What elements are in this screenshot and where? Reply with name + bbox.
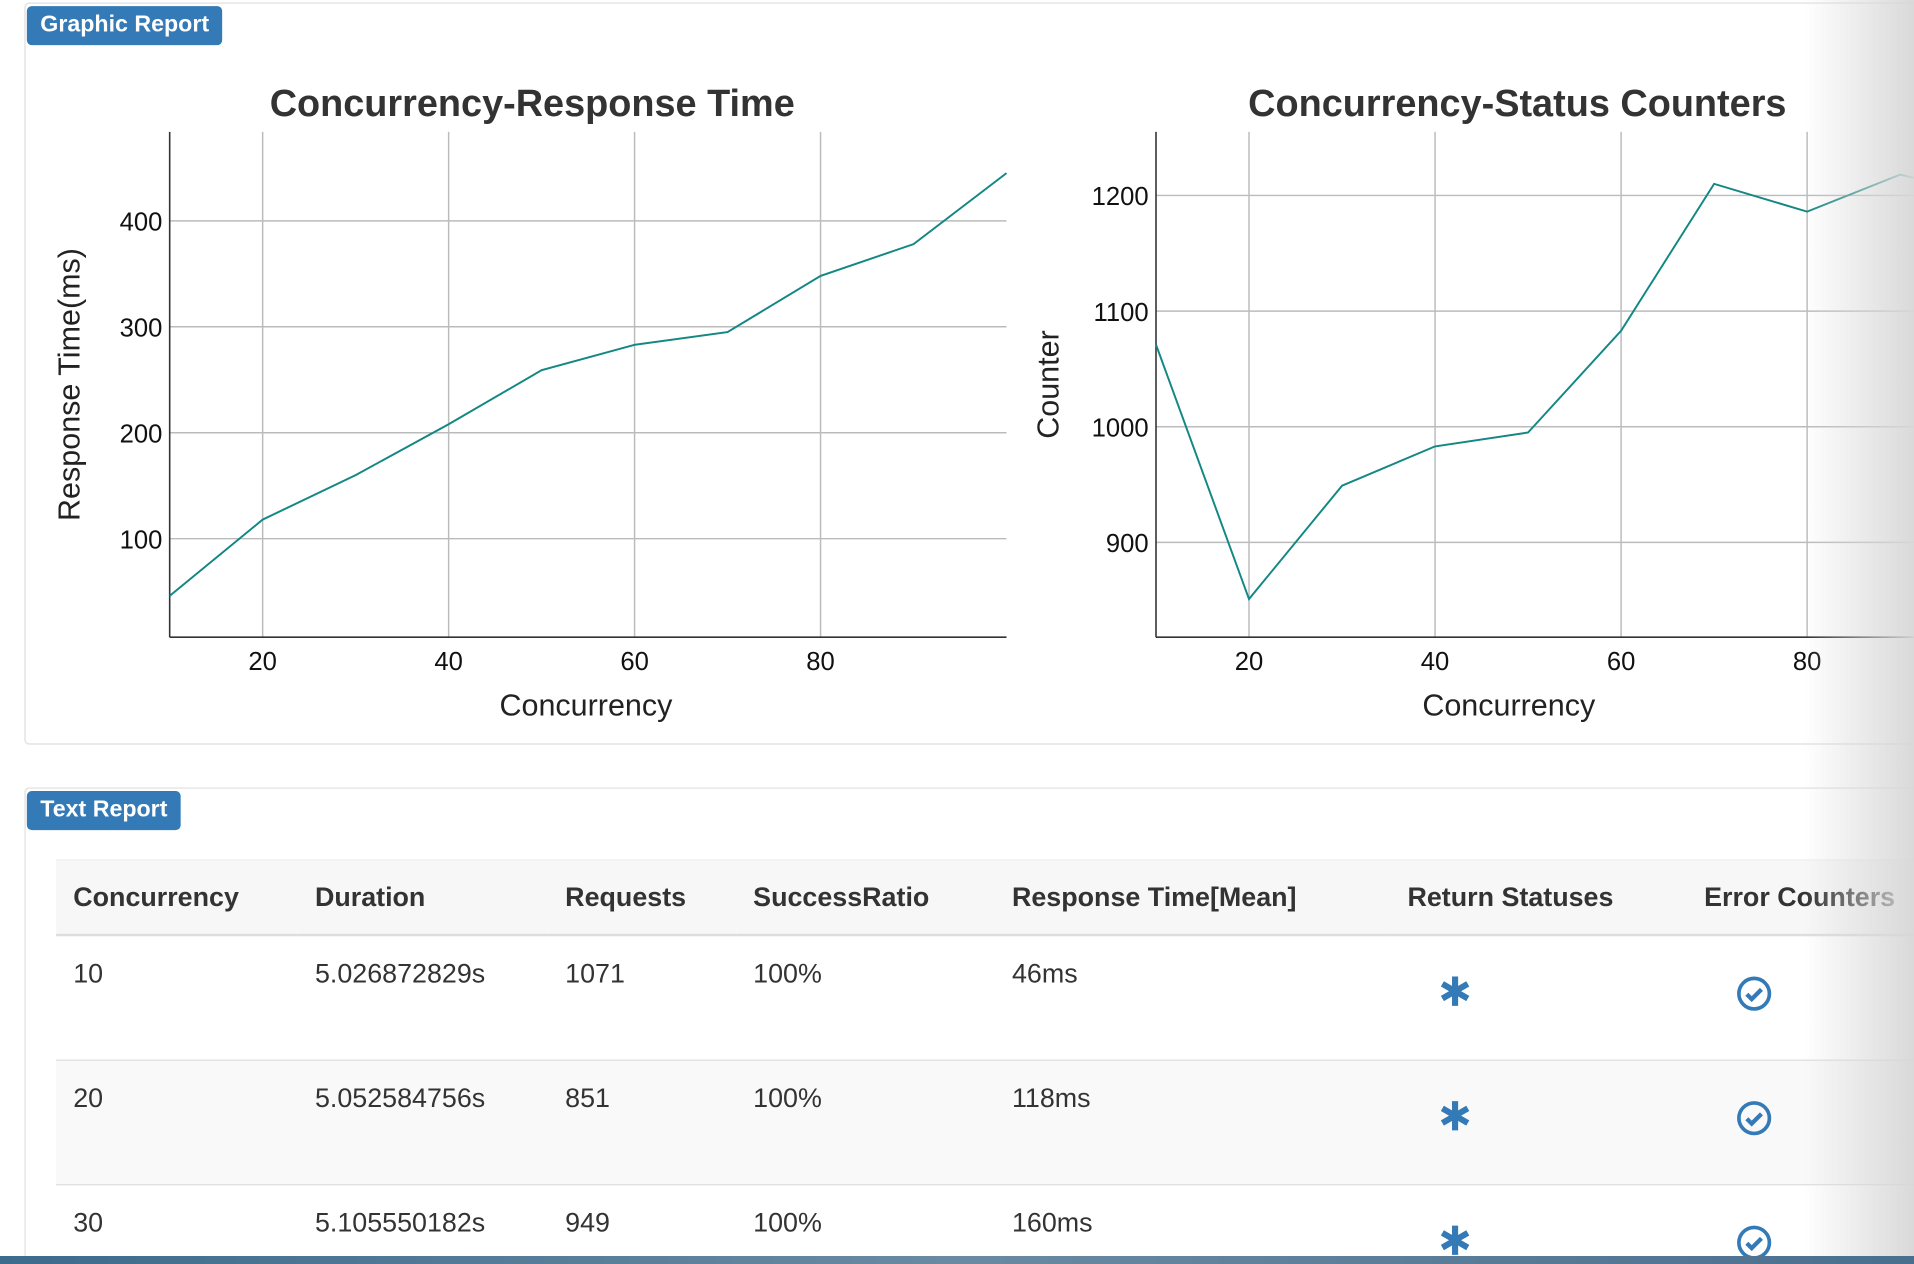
text-report-label: Text Report [26, 791, 181, 831]
check-circle-icon[interactable] [1736, 975, 1773, 1012]
table-row: 30 5.105550182s 949 100% 160ms [56, 1184, 1914, 1264]
cell-return-statuses [1390, 1059, 1688, 1185]
chart-title-status-counters: Concurrency-Status Counters [1248, 81, 1787, 125]
table-row: 20 5.052584756s 851 100% 118ms [56, 1059, 1914, 1185]
cell-mean: 118ms [994, 1059, 1391, 1185]
check-circle-icon[interactable] [1736, 1099, 1773, 1136]
col-concurrency: Concurrency [56, 859, 298, 937]
cell-success: 100% [736, 1059, 995, 1185]
y-tick-label: 1200 [1092, 183, 1149, 211]
y-axis-label: Counter [1031, 330, 1065, 439]
cell-requests: 851 [548, 1059, 737, 1185]
x-tick-label: 20 [1235, 648, 1264, 676]
check-circle-icon[interactable] [1736, 1224, 1773, 1261]
cell-concurrency: 20 [56, 1059, 298, 1185]
col-error-counters: Error Counters [1687, 859, 1914, 937]
y-tick-label: 1100 [1094, 299, 1149, 327]
chart-title-response-time: Concurrency-Response Time [269, 81, 795, 125]
cell-error-counters [1687, 1184, 1914, 1264]
cell-success: 100% [736, 1184, 995, 1264]
y-tick-label: 200 [120, 420, 163, 448]
series-line [1155, 173, 1914, 601]
x-tick-label: 80 [1793, 648, 1822, 676]
y-tick-label: 300 [120, 315, 163, 343]
cell-concurrency: 10 [56, 935, 298, 1061]
x-axis-label: Concurrency [1422, 688, 1596, 722]
x-axis-label: Concurrency [499, 688, 673, 722]
asterisk-icon[interactable] [1439, 1224, 1471, 1256]
asterisk-icon[interactable] [1439, 1099, 1471, 1131]
cell-error-counters [1687, 1059, 1914, 1185]
y-tick-label: 400 [120, 209, 163, 237]
cell-error-counters [1687, 935, 1914, 1061]
cell-duration: 5.026872829s [297, 935, 549, 1061]
os-dock-strip [0, 1256, 1914, 1264]
cell-return-statuses [1390, 1184, 1688, 1264]
x-tick-label: 20 [248, 648, 277, 676]
col-duration: Duration [297, 859, 549, 937]
series-line [169, 172, 1008, 597]
x-tick-label: 60 [620, 648, 649, 676]
x-tick-label: 60 [1607, 648, 1636, 676]
cell-requests: 1071 [548, 935, 737, 1061]
col-response-time-mean: Response Time[Mean] [994, 859, 1391, 937]
cell-duration: 5.052584756s [297, 1059, 549, 1185]
x-tick-label: 80 [806, 648, 835, 676]
col-success-ratio: SuccessRatio [736, 859, 995, 937]
table-row: 10 5.026872829s 1071 100% 46ms [56, 935, 1914, 1061]
asterisk-icon[interactable] [1439, 975, 1471, 1007]
y-axis-label: Response Time(ms) [52, 248, 86, 521]
graphic-report-label: Graphic Report [26, 6, 223, 46]
cell-mean: 160ms [994, 1184, 1391, 1264]
text-report-panel: Text Report Concurrency Duration Request… [24, 787, 1914, 1264]
col-return-statuses: Return Statuses [1390, 859, 1688, 937]
cell-return-statuses [1390, 935, 1688, 1061]
y-tick-label: 1000 [1092, 414, 1149, 442]
cell-success: 100% [736, 935, 995, 1061]
y-tick-label: 100 [120, 526, 163, 554]
x-tick-label: 40 [1421, 648, 1450, 676]
graphic-report-panel: Graphic Report Concurrency-Response Time… [24, 2, 1914, 745]
response-time-chart: 20 40 60 80 100 200 300 400 Concurrency Response … [52, 131, 1008, 722]
report-table: Concurrency Duration Requests SuccessRat… [56, 859, 1914, 1264]
col-requests: Requests [548, 859, 737, 937]
cell-concurrency: 30 [56, 1184, 298, 1264]
status-counters-chart: 20 40 60 80 900 1000 1100 1200 Concurrency Counte… [1031, 131, 1914, 722]
y-tick-label: 900 [1106, 530, 1149, 558]
cell-duration: 5.105550182s [297, 1184, 549, 1264]
cell-mean: 46ms [994, 935, 1391, 1061]
cell-requests: 949 [548, 1184, 737, 1264]
x-tick-label: 40 [434, 648, 463, 676]
